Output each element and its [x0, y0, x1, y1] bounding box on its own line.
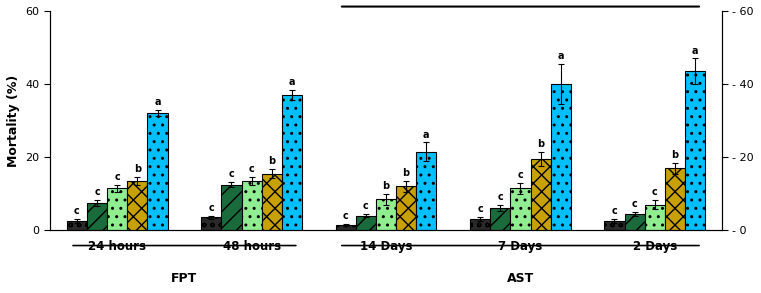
Bar	[148, 113, 167, 230]
Bar	[87, 203, 107, 230]
Bar	[685, 71, 705, 230]
Bar	[282, 95, 302, 230]
Bar	[376, 199, 396, 230]
Text: c: c	[517, 170, 524, 180]
Bar	[221, 185, 241, 230]
Text: c: c	[477, 205, 483, 214]
Bar	[241, 181, 262, 230]
Text: b: b	[671, 150, 679, 160]
Text: a: a	[154, 97, 161, 108]
Bar	[396, 186, 416, 230]
Bar	[356, 216, 376, 230]
Bar	[645, 205, 665, 230]
Text: a: a	[423, 130, 430, 139]
Y-axis label: Mortality (%): Mortality (%)	[7, 74, 20, 167]
Bar	[416, 151, 436, 230]
Text: c: c	[632, 199, 638, 209]
Text: c: c	[74, 206, 80, 216]
Bar	[127, 181, 148, 230]
Bar	[625, 214, 645, 230]
Bar	[67, 221, 87, 230]
Text: c: c	[363, 201, 369, 211]
Text: b: b	[383, 181, 390, 191]
Text: a: a	[288, 76, 295, 87]
Bar	[665, 168, 685, 230]
Bar	[107, 188, 127, 230]
Bar	[530, 159, 551, 230]
Text: a: a	[558, 51, 564, 61]
Text: b: b	[134, 164, 141, 174]
Text: c: c	[228, 169, 234, 179]
Text: b: b	[537, 139, 544, 149]
Bar	[604, 221, 625, 230]
Bar	[490, 208, 511, 230]
Text: a: a	[692, 45, 699, 56]
Text: c: c	[343, 211, 349, 221]
Text: AST: AST	[507, 272, 534, 285]
Text: FPT: FPT	[171, 272, 198, 285]
Text: c: c	[498, 193, 503, 202]
Text: c: c	[249, 164, 254, 174]
Text: b: b	[403, 168, 409, 178]
Text: c: c	[652, 187, 658, 197]
Bar	[201, 217, 221, 230]
Bar	[262, 173, 282, 230]
Bar	[470, 219, 490, 230]
Text: b: b	[268, 156, 275, 166]
Bar	[551, 84, 571, 230]
Bar	[511, 188, 530, 230]
Bar	[336, 225, 356, 230]
Text: c: c	[94, 187, 100, 197]
Text: c: c	[209, 203, 214, 213]
Text: c: c	[612, 206, 617, 216]
Text: c: c	[114, 172, 120, 182]
